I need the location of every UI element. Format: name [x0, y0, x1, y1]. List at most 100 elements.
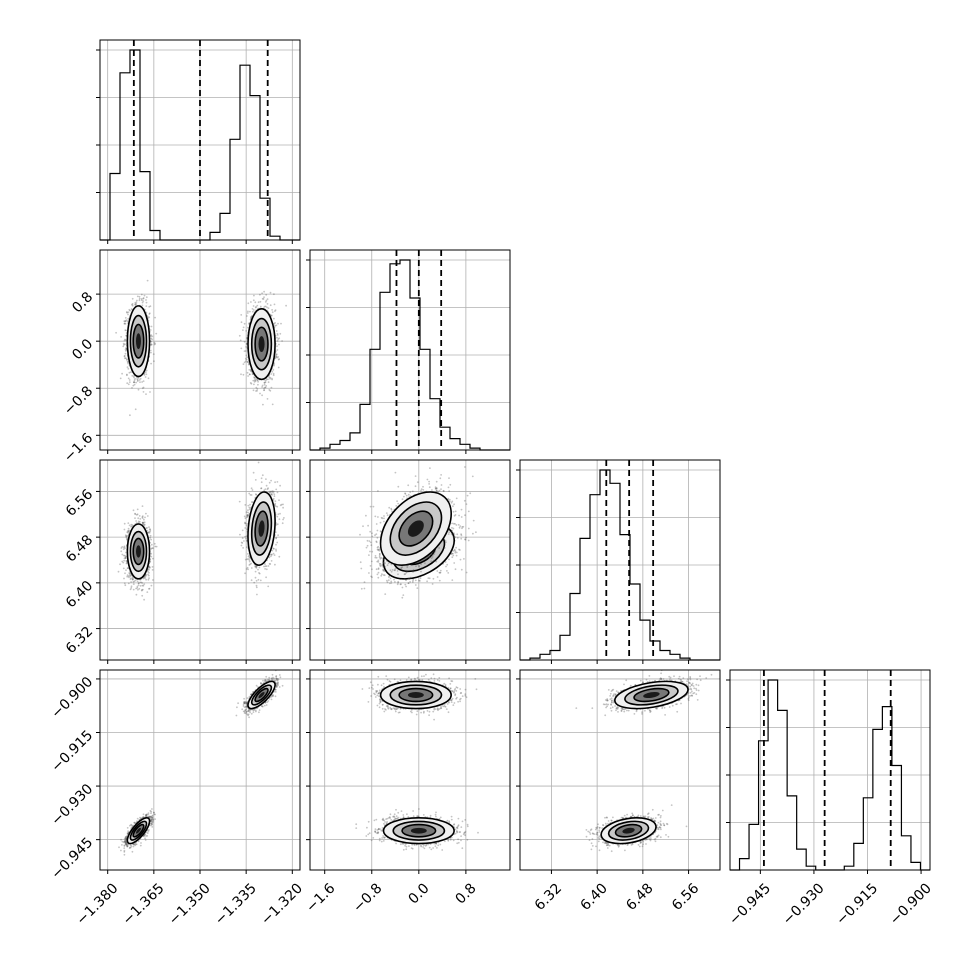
hist-step-line [310, 259, 510, 451]
sample-point [278, 358, 280, 360]
sample-point [271, 370, 274, 373]
sample-point [267, 378, 269, 381]
sample-point [148, 305, 151, 308]
sample-point [126, 561, 128, 564]
sample-point [132, 588, 135, 591]
sample-point [138, 515, 141, 517]
sample-point [265, 385, 268, 387]
sample-point [134, 517, 136, 519]
hist-panel-3 [726, 670, 930, 871]
sample-point [145, 301, 148, 304]
sample-point [269, 304, 272, 307]
sample-point [253, 376, 256, 379]
sample-point [125, 347, 127, 349]
sample-point [141, 381, 144, 383]
sample-point [141, 304, 144, 307]
sample-point [130, 581, 133, 583]
sample-point [135, 381, 138, 384]
sample-point [264, 379, 267, 382]
sample-point [141, 594, 144, 597]
sample-point [250, 316, 253, 319]
sample-point [253, 383, 255, 386]
sample-point [154, 342, 157, 345]
sample-point [153, 360, 155, 363]
sample-point [123, 559, 125, 562]
sample-point [146, 591, 149, 593]
sample-point [267, 381, 270, 384]
sample-point [137, 377, 140, 379]
sample-point [126, 538, 128, 540]
sample-point [263, 290, 265, 293]
sample-point [238, 500, 241, 503]
sample-point [124, 329, 127, 331]
sample-point [153, 542, 156, 545]
sample-point [123, 322, 126, 325]
sample-point [127, 362, 129, 365]
sample-point [134, 512, 136, 515]
sample-point [144, 371, 147, 374]
sample-point [139, 381, 141, 383]
sample-point [255, 390, 257, 392]
sample-point [137, 388, 140, 391]
sample-point [248, 369, 251, 371]
sample-point [147, 531, 150, 534]
sample-point [126, 382, 129, 385]
sample-point [275, 355, 278, 358]
sample-point [270, 373, 273, 375]
sample-point [126, 373, 128, 376]
sample-point [271, 377, 273, 380]
sample-point [263, 305, 266, 308]
sample-point [264, 386, 267, 389]
sample-point [133, 379, 136, 382]
sample-point [277, 356, 279, 358]
sample-point [127, 377, 130, 380]
sample-point [145, 574, 147, 577]
sample-point [279, 332, 282, 335]
sample-point [125, 536, 128, 539]
sample-point [132, 384, 135, 387]
sample-point [127, 582, 130, 585]
sample-point [137, 379, 139, 381]
sample-point [134, 408, 137, 411]
sample-point [143, 583, 146, 585]
sample-point [123, 344, 125, 346]
sample-point [253, 376, 256, 378]
sample-point [271, 378, 273, 381]
sample-point [150, 584, 153, 587]
sample-point [238, 334, 241, 337]
sample-point [143, 521, 146, 524]
sample-point [251, 310, 254, 313]
sample-point [245, 354, 248, 357]
sample-point [148, 528, 151, 530]
sample-point [125, 535, 128, 538]
sample-point [149, 530, 152, 532]
sample-point [124, 352, 127, 355]
sample-point [130, 525, 132, 528]
sample-point [144, 577, 146, 579]
sample-point [148, 530, 151, 533]
sample-point [143, 374, 146, 376]
sample-point [248, 373, 251, 376]
sample-point [121, 372, 123, 375]
sample-point [239, 339, 242, 342]
sample-point [246, 371, 249, 374]
sample-point [125, 560, 128, 562]
sample-point [268, 389, 271, 391]
sample-point [249, 382, 252, 384]
sample-point [257, 301, 260, 304]
sample-point [129, 371, 132, 373]
sample-point [143, 523, 146, 526]
sample-point [250, 370, 253, 372]
sample-point [120, 550, 123, 553]
sample-point [278, 337, 281, 340]
sample-point [262, 403, 264, 406]
sample-point [147, 377, 150, 380]
sample-point [135, 587, 138, 590]
sample-point [131, 387, 133, 389]
sample-point [125, 569, 127, 571]
sample-point [249, 310, 251, 313]
sample-point [122, 554, 125, 557]
sample-point [263, 381, 266, 384]
sample-point [243, 322, 246, 325]
sample-point [131, 304, 134, 307]
